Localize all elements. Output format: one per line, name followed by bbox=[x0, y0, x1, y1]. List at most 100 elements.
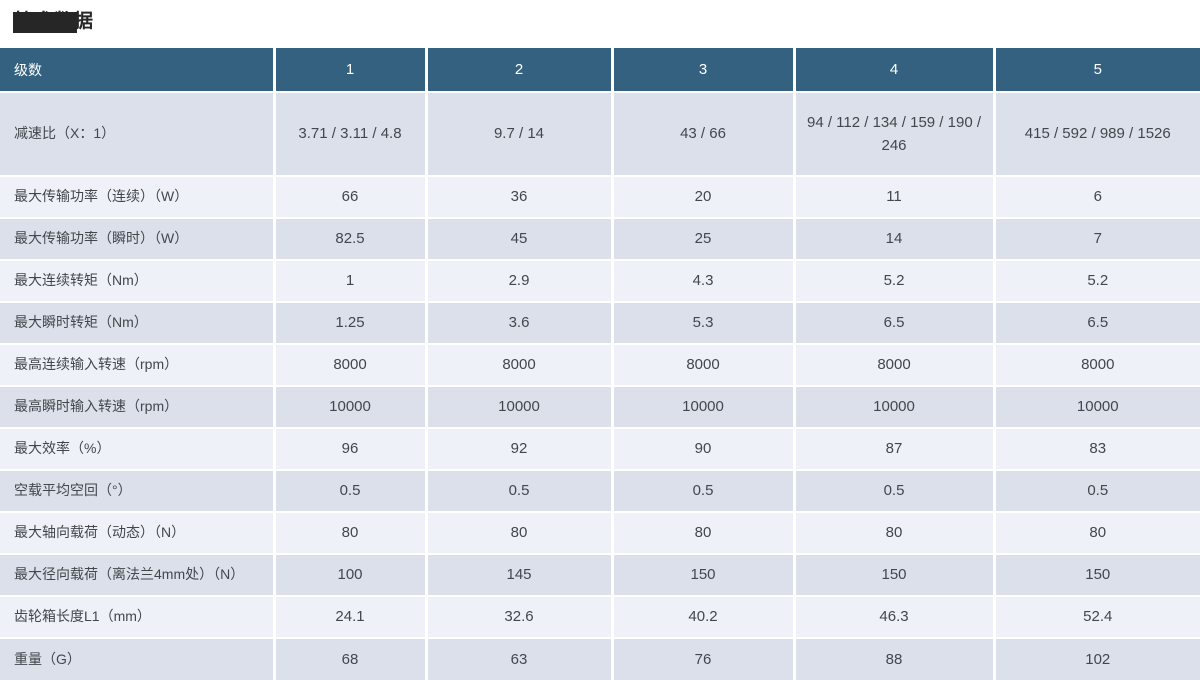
row-label: 最大瞬时转矩（Nm） bbox=[0, 301, 276, 344]
row-value: 10000 bbox=[426, 385, 614, 428]
row-value: 76 bbox=[612, 637, 796, 680]
row-value: 6.5 bbox=[994, 301, 1200, 344]
row-value: 40.2 bbox=[612, 595, 796, 638]
page-title-block: 技术数据 bbox=[13, 9, 94, 35]
row-value: 96 bbox=[274, 427, 428, 470]
row-label: 齿轮箱长度L1（mm） bbox=[0, 595, 276, 638]
row-value: 10000 bbox=[274, 385, 428, 428]
row-value: 150 bbox=[794, 553, 996, 596]
row-value: 80 bbox=[794, 511, 996, 554]
table-row: 最大瞬时转矩（Nm） 1.25 3.6 5.3 6.5 6.5 bbox=[0, 301, 1200, 344]
spec-table-body: 减速比（X：1） 3.71 / 3.11 / 4.8 9.7 / 14 43 /… bbox=[0, 91, 1200, 680]
row-value: 6 bbox=[994, 175, 1200, 218]
spec-table: 级数 1 2 3 4 5 减速比（X：1） 3.71 / 3.11 / 4.8 … bbox=[0, 48, 1200, 680]
header-col-1: 1 bbox=[274, 48, 428, 92]
row-value: 8000 bbox=[426, 343, 614, 386]
row-label: 最大传输功率（瞬时）（W） bbox=[0, 217, 276, 260]
table-row: 减速比（X：1） 3.71 / 3.11 / 4.8 9.7 / 14 43 /… bbox=[0, 91, 1200, 176]
header-label: 级数 bbox=[0, 48, 276, 92]
row-value: 46.3 bbox=[794, 595, 996, 638]
row-value: 10000 bbox=[994, 385, 1200, 428]
table-row: 最高瞬时输入转速（rpm） 10000 10000 10000 10000 10… bbox=[0, 385, 1200, 428]
row-label: 最大轴向载荷（动态）（N） bbox=[0, 511, 276, 554]
row-value: 6.5 bbox=[794, 301, 996, 344]
row-value: 1 bbox=[274, 259, 428, 302]
row-value: 10000 bbox=[612, 385, 796, 428]
row-label: 最大传输功率（连续）（W） bbox=[0, 175, 276, 218]
row-value: 11 bbox=[794, 175, 996, 218]
row-value: 80 bbox=[994, 511, 1200, 554]
row-value: 14 bbox=[794, 217, 996, 260]
row-value: 94 / 112 / 134 / 159 / 190 / 246 bbox=[794, 91, 996, 176]
row-label: 最大连续转矩（Nm） bbox=[0, 259, 276, 302]
row-value: 8000 bbox=[612, 343, 796, 386]
row-value: 100 bbox=[274, 553, 428, 596]
spec-table-header: 级数 1 2 3 4 5 bbox=[0, 48, 1200, 92]
table-row: 最大传输功率（连续）（W） 66 36 20 11 6 bbox=[0, 175, 1200, 218]
row-value: 92 bbox=[426, 427, 614, 470]
row-value: 0.5 bbox=[994, 469, 1200, 512]
row-value: 10000 bbox=[794, 385, 996, 428]
table-row: 重量（G） 68 63 76 88 102 bbox=[0, 637, 1200, 680]
row-value: 415 / 592 / 989 / 1526 bbox=[994, 91, 1200, 176]
table-row: 最大径向载荷（离法兰4mm处）（N） 100 145 150 150 150 bbox=[0, 553, 1200, 596]
row-value: 83 bbox=[994, 427, 1200, 470]
row-label: 最高连续输入转速（rpm） bbox=[0, 343, 276, 386]
row-value: 82.5 bbox=[274, 217, 428, 260]
row-label: 最大效率（%） bbox=[0, 427, 276, 470]
table-row: 最大效率（%） 96 92 90 87 83 bbox=[0, 427, 1200, 470]
row-value: 87 bbox=[794, 427, 996, 470]
row-value: 8000 bbox=[994, 343, 1200, 386]
row-label: 减速比（X：1） bbox=[0, 91, 276, 176]
row-value: 68 bbox=[274, 637, 428, 680]
row-value: 0.5 bbox=[426, 469, 614, 512]
row-value: 3.71 / 3.11 / 4.8 bbox=[274, 91, 428, 176]
header-col-5: 5 bbox=[994, 48, 1200, 92]
spec-table-container: 级数 1 2 3 4 5 减速比（X：1） 3.71 / 3.11 / 4.8 … bbox=[0, 48, 1200, 680]
table-row: 齿轮箱长度L1（mm） 24.1 32.6 40.2 46.3 52.4 bbox=[0, 595, 1200, 638]
row-label: 最大径向载荷（离法兰4mm处）（N） bbox=[0, 553, 276, 596]
row-value: 4.3 bbox=[612, 259, 796, 302]
row-value: 45 bbox=[426, 217, 614, 260]
row-value: 1.25 bbox=[274, 301, 428, 344]
row-value: 0.5 bbox=[794, 469, 996, 512]
row-value: 90 bbox=[612, 427, 796, 470]
redaction-box bbox=[13, 12, 77, 33]
row-value: 43 / 66 bbox=[612, 91, 796, 176]
row-value: 8000 bbox=[274, 343, 428, 386]
row-value: 36 bbox=[426, 175, 614, 218]
row-value: 2.9 bbox=[426, 259, 614, 302]
row-value: 150 bbox=[994, 553, 1200, 596]
row-value: 32.6 bbox=[426, 595, 614, 638]
row-value: 88 bbox=[794, 637, 996, 680]
header-col-3: 3 bbox=[612, 48, 796, 92]
table-row: 最大轴向载荷（动态）（N） 80 80 80 80 80 bbox=[0, 511, 1200, 554]
row-label: 重量（G） bbox=[0, 637, 276, 680]
row-value: 24.1 bbox=[274, 595, 428, 638]
row-value: 66 bbox=[274, 175, 428, 218]
row-value: 20 bbox=[612, 175, 796, 218]
table-row: 最高连续输入转速（rpm） 8000 8000 8000 8000 8000 bbox=[0, 343, 1200, 386]
header-col-2: 2 bbox=[426, 48, 614, 92]
row-value: 8000 bbox=[794, 343, 996, 386]
table-row: 最大传输功率（瞬时）（W） 82.5 45 25 14 7 bbox=[0, 217, 1200, 260]
row-label: 空载平均空回（°） bbox=[0, 469, 276, 512]
table-row: 最大连续转矩（Nm） 1 2.9 4.3 5.2 5.2 bbox=[0, 259, 1200, 302]
row-value: 7 bbox=[994, 217, 1200, 260]
row-value: 25 bbox=[612, 217, 796, 260]
row-value: 102 bbox=[994, 637, 1200, 680]
row-value: 150 bbox=[612, 553, 796, 596]
row-value: 9.7 / 14 bbox=[426, 91, 614, 176]
header-col-4: 4 bbox=[794, 48, 996, 92]
row-value: 63 bbox=[426, 637, 614, 680]
row-value: 80 bbox=[612, 511, 796, 554]
header-row: 级数 1 2 3 4 5 bbox=[0, 48, 1200, 92]
row-label: 最高瞬时输入转速（rpm） bbox=[0, 385, 276, 428]
row-value: 52.4 bbox=[994, 595, 1200, 638]
row-value: 5.3 bbox=[612, 301, 796, 344]
row-value: 5.2 bbox=[794, 259, 996, 302]
row-value: 5.2 bbox=[994, 259, 1200, 302]
row-value: 0.5 bbox=[274, 469, 428, 512]
row-value: 145 bbox=[426, 553, 614, 596]
row-value: 3.6 bbox=[426, 301, 614, 344]
